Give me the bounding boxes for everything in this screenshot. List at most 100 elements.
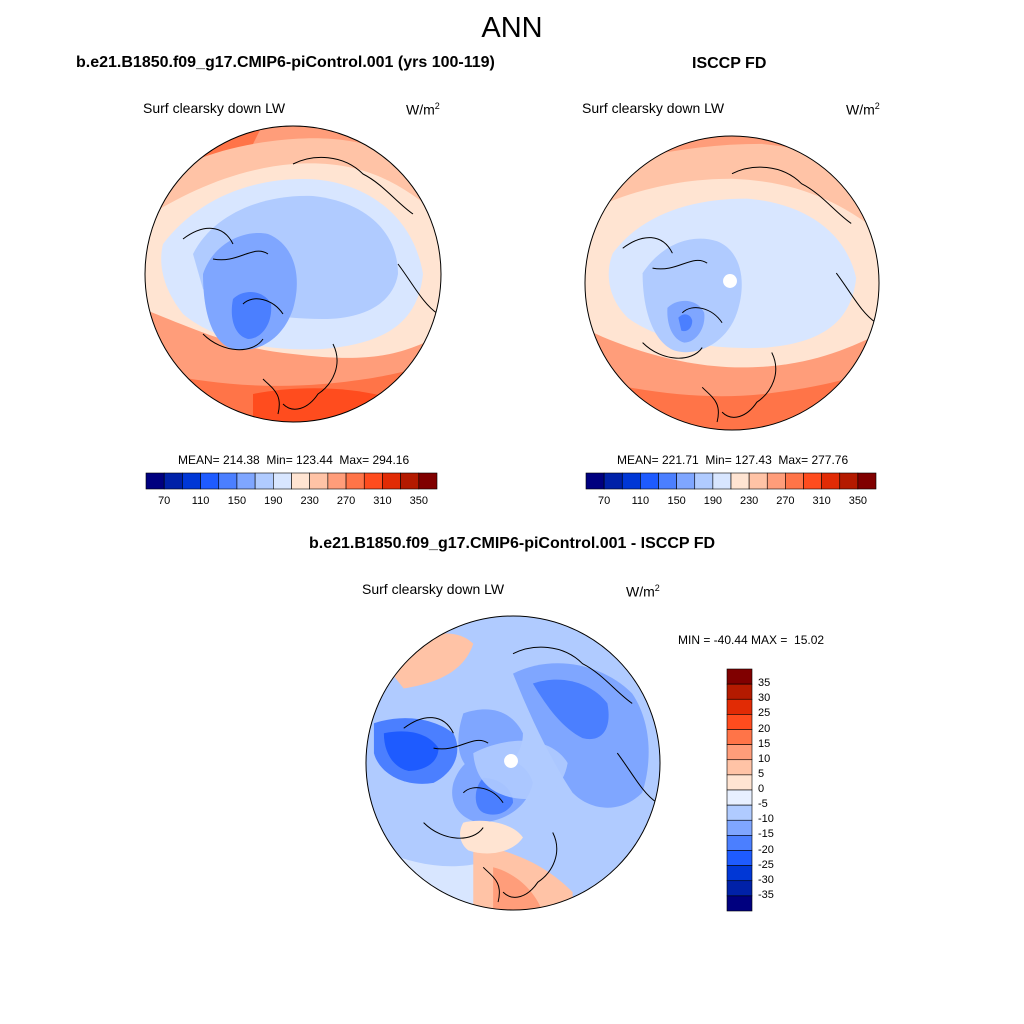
panel2-colorbar-label: 110 (631, 495, 650, 507)
panel3-colorbar-swatch (726, 789, 753, 806)
panel1-colorbar-swatch (291, 472, 310, 490)
panel1-colorbar (145, 472, 438, 490)
panel3-map (365, 615, 661, 911)
panel2-colorbar-label: 190 (703, 495, 723, 507)
panel3-units: W/m2 (626, 583, 660, 600)
panel3-colorbar-label: 30 (758, 692, 771, 705)
panel2-colorbar-swatch (730, 472, 750, 490)
panel3-colorbar-swatch (726, 880, 753, 897)
panel1-colorbar-swatch (182, 472, 201, 490)
panel1-colorbar-label: 190 (264, 495, 283, 507)
panel3-colorbar-label: 20 (758, 722, 771, 735)
panel1-colorbar-swatch (418, 472, 438, 490)
panel1-units: W/m2 (406, 101, 440, 118)
panel1-colorbar-label: 110 (191, 495, 210, 507)
panel3-colorbar-label: -5 (758, 798, 768, 811)
panel2-variable: Surf clearsky down LW (582, 100, 725, 116)
panel2-title: ISCCP FD (692, 55, 767, 72)
panel3-colorbar-swatch (726, 865, 753, 882)
panel1-colorbar-swatch (218, 472, 238, 490)
panel3-colorbar-label: -35 (758, 888, 774, 901)
panel1-colorbar-swatch (145, 472, 165, 490)
panel2-colorbar-label: 230 (739, 495, 759, 507)
panel1-colorbar-label: 70 (158, 495, 171, 507)
panel2-colorbar-swatch (585, 472, 605, 490)
panel3-colorbar-swatch (726, 759, 753, 776)
panel2-colorbar-label: 350 (848, 495, 868, 507)
panel3-colorbar-swatch (726, 698, 753, 715)
panel1-variable: Surf clearsky down LW (143, 100, 286, 116)
panel3-colorbar-swatch (726, 895, 753, 912)
panel3-colorbar-label: 15 (758, 737, 771, 750)
panel1-colorbar-swatch (382, 472, 401, 490)
panel3-colorbar-label: 0 (758, 783, 765, 795)
panel3-colorbar-swatch (726, 819, 753, 836)
panel3-colorbar-label: 5 (758, 767, 765, 780)
panel3-colorbar-swatch (726, 714, 753, 730)
panel2-colorbar-swatch (694, 472, 714, 490)
panel2-colorbar-swatch (621, 472, 641, 490)
panel1-colorbar-swatch (309, 472, 329, 490)
panel2-map (584, 135, 880, 431)
panel3-colorbar-label: 25 (758, 707, 771, 720)
panel3-colorbar-label: -10 (758, 813, 774, 826)
main-title: ANN (481, 12, 543, 44)
panel2-stats: MEAN= 221.71 Min= 127.43 Max= 277.76 (617, 453, 849, 467)
panel1-colorbar-labels: 70 110 150 190 230 270 310 350 (146, 495, 437, 509)
panel3-colorbar-swatch (726, 744, 753, 761)
panel2-colorbar-swatch (658, 472, 677, 490)
panel3-title: b.e21.B1850.f09_g17.CMIP6-piControl.001 … (308, 535, 716, 552)
panel1-colorbar-label: 150 (227, 495, 247, 507)
panel3-colorbar-swatch (726, 835, 753, 851)
panel3-colorbar-label: 10 (758, 752, 771, 765)
panel2-colorbar-swatch (766, 472, 786, 490)
panel1-colorbar-swatch (363, 472, 383, 490)
panel3-colorbar-swatch (726, 668, 753, 685)
panel2-colorbar-label: 150 (667, 495, 686, 507)
panel3-stats: MIN = -40.44 MAX = 15.02 (678, 633, 825, 647)
panel1-stats: MEAN= 214.38 Min= 123.44 Max= 294.16 (178, 453, 410, 467)
panel3-colorbar (726, 668, 753, 912)
panel1-colorbar-swatch (327, 472, 347, 490)
panel2-colorbar-swatch (857, 472, 877, 490)
panel2-colorbar-swatch (640, 472, 659, 490)
panel1-colorbar-swatch (400, 472, 420, 490)
panel2-colorbar-swatch (785, 472, 804, 490)
panel2-colorbar-swatch (839, 472, 859, 490)
panel1-colorbar-label: 350 (409, 495, 428, 507)
panel3-colorbar-labels: 35 30 25 20 15 10 5 0 -5 -10 -15 -20 -25 -30 -35 (758, 669, 798, 911)
panel2-colorbar-label: 270 (776, 495, 795, 507)
panel3-colorbar-swatch (726, 683, 753, 700)
panel3-colorbar-label: -25 (758, 858, 774, 871)
panel2-colorbar-swatch (748, 472, 768, 490)
panel1-colorbar-swatch (273, 472, 292, 490)
panel3-colorbar-swatch (726, 774, 753, 791)
panel3-colorbar-label: -30 (758, 873, 774, 886)
panel1-colorbar-swatch (345, 472, 365, 490)
panel1-colorbar-swatch (236, 472, 256, 490)
panel2-colorbar-swatch (603, 472, 623, 490)
panel2-colorbar-label: 310 (812, 495, 831, 507)
panel2-colorbar-label: 70 (598, 495, 611, 507)
panel2-colorbar-labels: 70 110 150 190 230 270 310 350 (586, 495, 876, 509)
panel2-colorbar-swatch (712, 472, 732, 490)
panel2-colorbar-swatch (676, 472, 696, 490)
panel2-colorbar-swatch (803, 472, 822, 490)
panel1-title: b.e21.B1850.f09_g17.CMIP6-piControl.001 … (76, 54, 495, 71)
panel1-colorbar-label: 230 (300, 495, 319, 507)
panel2-colorbar (585, 472, 877, 490)
panel3-colorbar-label: 35 (758, 677, 771, 690)
panel1-colorbar-swatch (163, 472, 183, 490)
panel3-colorbar-swatch (726, 729, 753, 745)
panel2-units: W/m2 (846, 101, 880, 118)
panel3-colorbar-label: -20 (758, 843, 774, 856)
panel1-colorbar-swatch (200, 472, 220, 490)
panel1-colorbar-swatch (254, 472, 274, 490)
panel1-map (144, 125, 442, 423)
panel3-colorbar-swatch (726, 850, 753, 866)
panel3-variable: Surf clearsky down LW (362, 581, 505, 597)
panel3-colorbar-label: -15 (758, 828, 774, 841)
panel1-colorbar-label: 270 (336, 495, 356, 507)
panel3-colorbar-swatch (726, 804, 753, 821)
panel2-colorbar-swatch (821, 472, 841, 490)
